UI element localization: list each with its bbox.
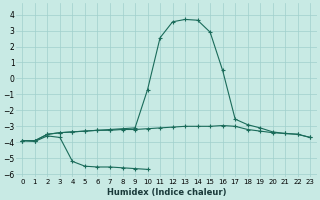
- X-axis label: Humidex (Indice chaleur): Humidex (Indice chaleur): [107, 188, 226, 197]
